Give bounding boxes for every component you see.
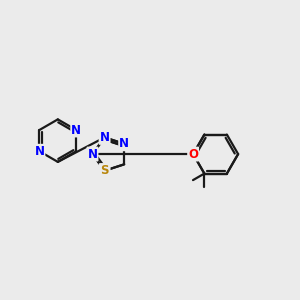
Text: N: N [100, 164, 110, 177]
Text: N: N [119, 137, 129, 150]
Text: N: N [71, 124, 81, 136]
Text: N: N [100, 131, 110, 144]
Text: S: S [100, 164, 109, 177]
Text: O: O [188, 148, 198, 160]
Text: N: N [34, 145, 44, 158]
Text: N: N [88, 148, 98, 160]
